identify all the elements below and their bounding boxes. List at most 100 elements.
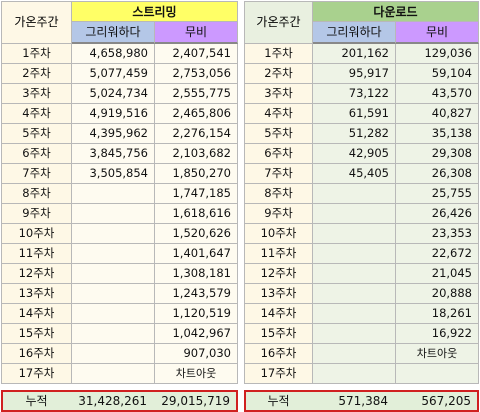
- week-cell: 3주차: [1, 84, 72, 104]
- song1-cell: [313, 264, 396, 284]
- week-cell: 12주차: [244, 264, 313, 284]
- week-cell: 14주차: [1, 304, 72, 324]
- week-cell: 10주차: [244, 224, 313, 244]
- song1-cell: 73,122: [313, 84, 396, 104]
- table-row: 17주차 차트아웃: [1, 364, 238, 384]
- table-row: 13주차 20,888: [244, 284, 479, 304]
- table-row: 16주차 907,030: [1, 344, 238, 364]
- song1-cell: 95,917: [313, 64, 396, 84]
- week-cell: 2주차: [244, 64, 313, 84]
- week-cell: 12주차: [1, 264, 72, 284]
- week-cell: 13주차: [1, 284, 72, 304]
- total-song1: 31,428,261: [78, 394, 147, 408]
- song1-header: 그리워하다: [313, 22, 396, 44]
- song2-cell: 2,465,806: [155, 104, 238, 124]
- song2-cell: [396, 364, 479, 384]
- song2-cell: 2,103,682: [155, 144, 238, 164]
- table-row: 9주차 1,618,616: [1, 204, 238, 224]
- table-row: 17주차: [244, 364, 479, 384]
- song2-cell: 1,520,626: [155, 224, 238, 244]
- week-cell: 13주차: [244, 284, 313, 304]
- song2-cell: 1,243,579: [155, 284, 238, 304]
- table-row: 12주차 1,308,181: [1, 264, 238, 284]
- song2-cell: 2,753,056: [155, 64, 238, 84]
- week-cell: 9주차: [1, 204, 72, 224]
- week-cell: 10주차: [1, 224, 72, 244]
- song1-cell: 4,395,962: [72, 124, 155, 144]
- song1-cell: [72, 304, 155, 324]
- song2-cell: 16,922: [396, 324, 479, 344]
- table-row: 10주차 23,353: [244, 224, 479, 244]
- download-table: 가온주간 다운로드 그리워하다 무비 1주차 201,162 129,036 2주차 9…: [244, 1, 479, 412]
- song-header-row: 그리워하다 무비: [244, 22, 479, 44]
- song1-cell: [313, 184, 396, 204]
- song2-cell: 29,308: [396, 144, 479, 164]
- week-cell: 8주차: [1, 184, 72, 204]
- table-row: 6주차 3,845,756 2,103,682: [1, 144, 238, 164]
- table-row: 2주차 5,077,459 2,753,056: [1, 64, 238, 84]
- table-row: 1주차 201,162 129,036: [244, 44, 479, 64]
- table-row: 3주차 5,024,734 2,555,775: [1, 84, 238, 104]
- song2-cell: 40,827: [396, 104, 479, 124]
- table-row: 14주차 18,261: [244, 304, 479, 324]
- song-header-row: 그리워하다 무비: [1, 22, 238, 44]
- song1-cell: [72, 224, 155, 244]
- table-row: 4주차 61,591 40,827: [244, 104, 479, 124]
- streaming-rows: 1주차 4,658,980 2,407,541 2주차 5,077,459 2,753,0…: [1, 44, 238, 384]
- song2-cell: 2,407,541: [155, 44, 238, 64]
- week-cell: 17주차: [1, 364, 72, 384]
- week-cell: 1주차: [1, 44, 72, 64]
- group-header-row: 다운로드: [244, 1, 479, 22]
- song2-cell: 1,618,616: [155, 204, 238, 224]
- song2-cell: 2,276,154: [155, 124, 238, 144]
- song1-cell: [72, 184, 155, 204]
- total-label: 누적: [267, 394, 290, 408]
- song2-cell: 1,308,181: [155, 264, 238, 284]
- week-cell: 14주차: [244, 304, 313, 324]
- song2-cell: 129,036: [396, 44, 479, 64]
- song1-cell: [313, 284, 396, 304]
- week-cell: 11주차: [1, 244, 72, 264]
- total-song1: 571,384: [338, 394, 388, 408]
- week-cell: 2주차: [1, 64, 72, 84]
- song1-cell: [313, 344, 396, 364]
- song1-cell: [313, 204, 396, 224]
- table-row: 8주차 25,755: [244, 184, 479, 204]
- download-group-header: 다운로드: [313, 1, 479, 22]
- week-cell: 8주차: [244, 184, 313, 204]
- table-row: 2주차 95,917 59,104: [244, 64, 479, 84]
- song2-cell: 26,308: [396, 164, 479, 184]
- table-row: 7주차 45,405 26,308: [244, 164, 479, 184]
- song1-cell: [72, 344, 155, 364]
- week-cell: 4주차: [1, 104, 72, 124]
- song1-cell: 4,658,980: [72, 44, 155, 64]
- song1-header: 그리워하다: [72, 22, 155, 44]
- table-row: 4주차 4,919,516 2,465,806: [1, 104, 238, 124]
- group-header-row: 스트리밍: [1, 1, 238, 22]
- song1-cell: 42,905: [313, 144, 396, 164]
- song2-cell: 차트아웃: [155, 364, 238, 384]
- table-row: 11주차 1,401,647: [1, 244, 238, 264]
- song1-cell: 4,919,516: [72, 104, 155, 124]
- week-cell: 6주차: [244, 144, 313, 164]
- song2-cell: 22,672: [396, 244, 479, 264]
- week-column-header: 가온주간: [244, 1, 313, 44]
- song1-cell: [313, 224, 396, 244]
- song2-cell: 23,353: [396, 224, 479, 244]
- song1-cell: [313, 304, 396, 324]
- week-cell: 17주차: [244, 364, 313, 384]
- table-row: 7주차 3,505,854 1,850,270: [1, 164, 238, 184]
- week-cell: 5주차: [244, 124, 313, 144]
- song2-cell: 43,570: [396, 84, 479, 104]
- song1-cell: 201,162: [313, 44, 396, 64]
- week-cell: 11주차: [244, 244, 313, 264]
- table-row: 15주차 1,042,967: [1, 324, 238, 344]
- week-cell: 7주차: [1, 164, 72, 184]
- song1-cell: [72, 364, 155, 384]
- song1-cell: [72, 284, 155, 304]
- table-row: 11주차 22,672: [244, 244, 479, 264]
- song1-cell: 51,282: [313, 124, 396, 144]
- song1-cell: 5,077,459: [72, 64, 155, 84]
- table-row: 3주차 73,122 43,570: [244, 84, 479, 104]
- song2-cell: 1,042,967: [155, 324, 238, 344]
